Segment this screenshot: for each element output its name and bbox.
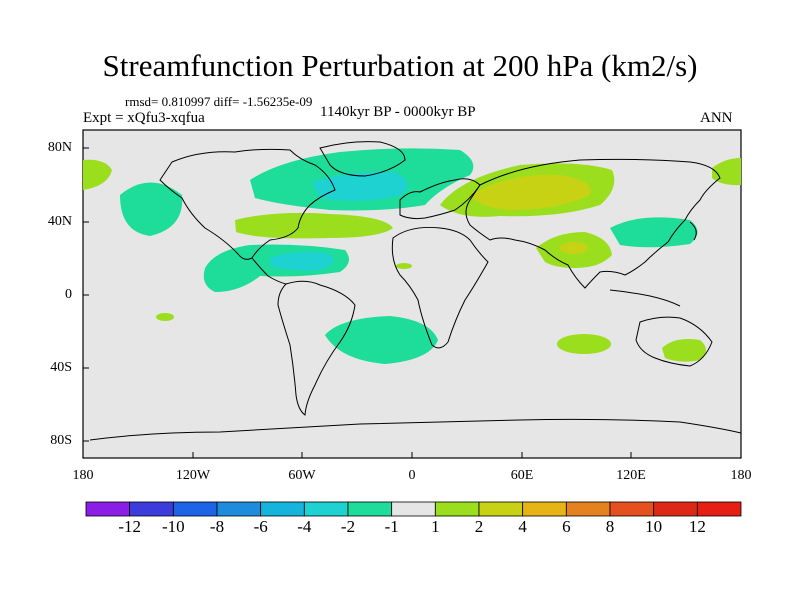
lon-label-120e: 120E — [616, 468, 646, 483]
colorbar-label: 2 — [474, 517, 484, 536]
colorbar-label: 1 — [431, 517, 440, 536]
colorbar-label: -1 — [384, 517, 399, 536]
colorbar-swatch — [696, 501, 742, 517]
colorbar-swatch — [391, 501, 436, 517]
east-asia-negative — [610, 217, 698, 248]
lon-label-120w: 120W — [175, 468, 211, 483]
lat-label-40n: 40N — [47, 214, 72, 229]
colorbar-swatch — [522, 501, 567, 517]
colorbar-swatch — [565, 501, 611, 517]
africa-patch — [396, 263, 412, 269]
north-atlantic-core — [312, 171, 408, 201]
africa-coast — [391, 227, 489, 349]
colorbar-swatch — [303, 501, 349, 517]
colorbar-swatch — [609, 501, 655, 517]
caribbean-core — [270, 251, 334, 271]
colorbar-label: -4 — [297, 517, 312, 536]
colorbar-swatch — [347, 501, 393, 517]
eurasia-core — [470, 174, 591, 210]
stats-line: rmsd= 0.810997 diff= -1.56235e-09 — [125, 94, 313, 109]
australia-coast — [635, 316, 713, 367]
colorbar-swatch — [434, 501, 480, 517]
south-asia-core — [560, 242, 588, 254]
colorbar-label: 4 — [518, 517, 527, 536]
colorbar-swatch — [260, 501, 305, 517]
colorbar-label: 10 — [645, 517, 663, 536]
colorbar-label: -12 — [118, 517, 141, 536]
lon-label-0: 0 — [408, 468, 416, 483]
coastlines — [89, 141, 742, 441]
colorbar-label: -8 — [209, 517, 225, 536]
indonesia-coast — [609, 289, 681, 307]
period-label: 1140kyr BP - 0000kyr BP — [320, 104, 476, 120]
mid-latitude-positive — [235, 212, 393, 239]
colorbar-swatch — [129, 501, 174, 517]
lat-label-0: 0 — [65, 287, 72, 302]
lat-label-80s: 80S — [50, 433, 72, 448]
equatorial-pacific-patch — [156, 313, 174, 321]
asia-coast — [465, 158, 721, 289]
japan-coast — [689, 221, 697, 241]
antarctica-coast — [89, 418, 742, 441]
south-atlantic-negative — [325, 316, 438, 364]
season-label: ANN — [700, 110, 733, 126]
colorbar — [85, 501, 742, 517]
lat-label-40s: 40S — [50, 360, 72, 375]
greenland-coast — [319, 141, 406, 177]
colorbar-swatch — [216, 501, 262, 517]
bering-negative — [120, 182, 183, 236]
north-pacific-positive — [83, 159, 112, 190]
figure-title: Streamfunction Perturbation at 200 hPa (… — [102, 48, 698, 83]
colorbar-swatch — [85, 501, 131, 517]
indian-ocean-patch — [557, 334, 611, 354]
north-america-coast — [159, 148, 336, 260]
colorbar-label: -10 — [161, 517, 185, 536]
australia-patch — [662, 339, 706, 362]
colorbar-label: 12 — [688, 517, 706, 536]
central-america-coast — [251, 257, 287, 285]
colorbar-swatch — [172, 501, 218, 517]
colorbar-swatch — [478, 501, 524, 517]
lat-label-80n: 80N — [47, 140, 72, 155]
map-ticks — [82, 147, 742, 458]
experiment-label: Expt = xQfu3-xqfua — [83, 110, 205, 126]
lon-label-180e: 180 — [730, 468, 752, 483]
colorbar-label: -2 — [340, 517, 356, 536]
colorbar-label: 8 — [605, 517, 615, 536]
lon-label-60w: 60W — [288, 468, 316, 483]
lon-label-60e: 60E — [510, 468, 534, 483]
colorbar-swatch — [653, 501, 698, 517]
map-panel — [82, 129, 742, 459]
colorbar-label: -6 — [253, 517, 268, 536]
lon-label-180w: 180 — [72, 468, 94, 483]
south-america-coast — [277, 280, 356, 416]
colorbar-label: 6 — [562, 517, 571, 536]
